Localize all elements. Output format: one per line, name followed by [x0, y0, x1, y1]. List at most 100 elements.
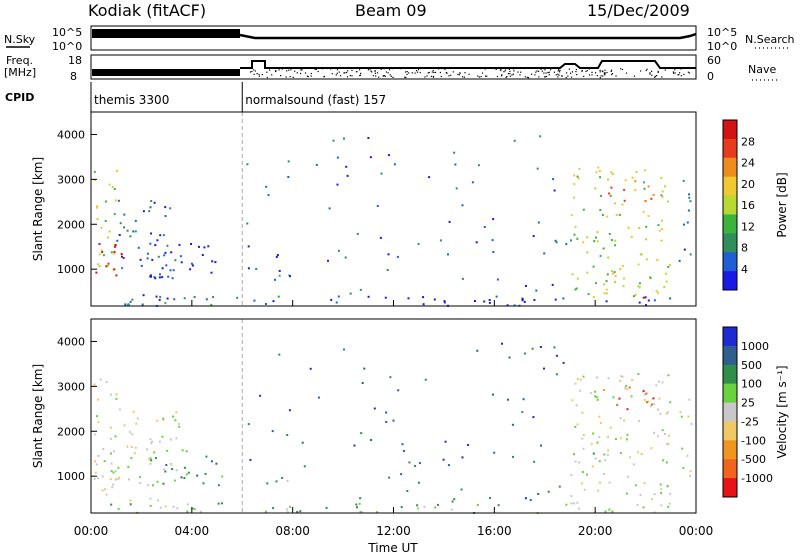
colorbar-tick-label: -100 [741, 434, 766, 447]
range-gate-cell [634, 180, 637, 183]
range-gate-cell [175, 411, 178, 414]
range-gate-cell [460, 488, 463, 491]
nave-point [603, 72, 605, 74]
range-gate-cell [286, 479, 289, 482]
range-gate-cell [575, 287, 578, 290]
range-gate-cell [596, 398, 599, 401]
range-gate-cell [644, 200, 647, 203]
nave-point [688, 72, 691, 74]
y-tick-label: 1000 [57, 470, 85, 483]
nave-point [389, 74, 391, 76]
range-gate-cell [638, 227, 641, 230]
range-gate-cell [109, 478, 112, 481]
range-gate-cell [663, 286, 666, 288]
range-gate-cell [582, 241, 585, 244]
nave-point [615, 75, 617, 77]
range-gate-cell [123, 424, 126, 427]
range-gate-cell [618, 213, 621, 216]
range-gate-cell [643, 482, 646, 485]
range-gate-cell [164, 251, 167, 254]
range-gate-cell [552, 178, 555, 181]
nave-point [520, 71, 522, 73]
range-gate-cell [637, 263, 640, 266]
nave-point [553, 71, 555, 73]
nave-point [371, 71, 373, 73]
range-gate-cell [128, 478, 130, 481]
nave-tick-low: 0 [707, 70, 714, 83]
nave-point [387, 72, 389, 74]
range-gate-cell [161, 267, 164, 270]
range-gate-cell [183, 477, 186, 479]
range-gate-cell [176, 507, 179, 510]
range-gate-cell [393, 163, 396, 166]
nave-point [561, 75, 563, 77]
range-gate-cell [639, 493, 642, 496]
range-gate-cell [574, 425, 577, 428]
range-gate-cell [114, 199, 117, 202]
range-gate-cell [138, 476, 141, 479]
range-gate-cell [621, 264, 624, 267]
range-gate-cell [158, 440, 161, 443]
range-gate-cell [272, 507, 275, 510]
plot-area [91, 319, 696, 513]
range-gate-cell [536, 167, 539, 170]
range-gate-cell [599, 176, 602, 179]
nave-point [654, 75, 657, 77]
range-gate-cell [610, 171, 613, 174]
range-gate-cell [115, 274, 118, 277]
range-gate-cell [603, 453, 606, 456]
nave-point [588, 74, 591, 76]
range-gate-cell [606, 453, 609, 456]
range-gate-cell [376, 205, 379, 207]
range-gate-cell [443, 300, 446, 303]
range-gate-cell [623, 419, 626, 422]
range-gate-cell [167, 275, 170, 278]
range-gate-cell [344, 256, 347, 259]
range-gate-cell [625, 438, 628, 441]
range-gate-cell [247, 267, 250, 270]
range-gate-cell [497, 504, 500, 507]
range-gate-cell [626, 433, 629, 436]
range-gate-cell [94, 179, 96, 182]
nave-point [620, 68, 622, 70]
range-gate-cell [428, 176, 431, 179]
nave-point [408, 72, 410, 74]
range-gate-cell [592, 295, 595, 298]
nave-point [679, 72, 681, 74]
range-gate-cell [647, 185, 650, 188]
range-gate-cell [286, 508, 288, 511]
range-gate-cell [287, 176, 290, 178]
range-gate-cell [150, 232, 152, 235]
range-gate-cell [596, 231, 599, 234]
nave-point [390, 75, 392, 77]
range-gate-cell [613, 271, 616, 274]
nave-point [285, 76, 287, 78]
range-gate-cell [540, 444, 542, 447]
colorbar-segment [723, 459, 737, 479]
nave-point [478, 76, 480, 78]
range-gate-cell [264, 510, 267, 513]
colorbar-tick-label: 1000 [741, 340, 769, 353]
nave-point [430, 75, 433, 77]
range-gate-cell [217, 484, 220, 487]
range-gate-cell [586, 271, 589, 274]
nave-point [640, 70, 642, 72]
colorbar-tick-label: 24 [741, 157, 755, 170]
range-gate-cell [309, 367, 312, 370]
colorbar-tick-label: 8 [741, 242, 748, 255]
range-gate-cell [650, 447, 653, 450]
nave-point [300, 72, 302, 75]
nave-point [503, 71, 505, 73]
range-gate-cell [303, 465, 306, 468]
range-gate-cell [173, 298, 176, 301]
range-gate-cell [495, 295, 498, 298]
range-gate-cell [637, 420, 640, 423]
range-gate-cell [630, 235, 633, 238]
freq-trace-themis [92, 69, 240, 76]
range-gate-cell [451, 500, 454, 503]
nave-point [340, 75, 342, 77]
range-gate-cell [120, 253, 123, 255]
range-gate-cell [523, 300, 526, 303]
range-gate-cell [636, 503, 639, 506]
nave-point [565, 76, 567, 79]
